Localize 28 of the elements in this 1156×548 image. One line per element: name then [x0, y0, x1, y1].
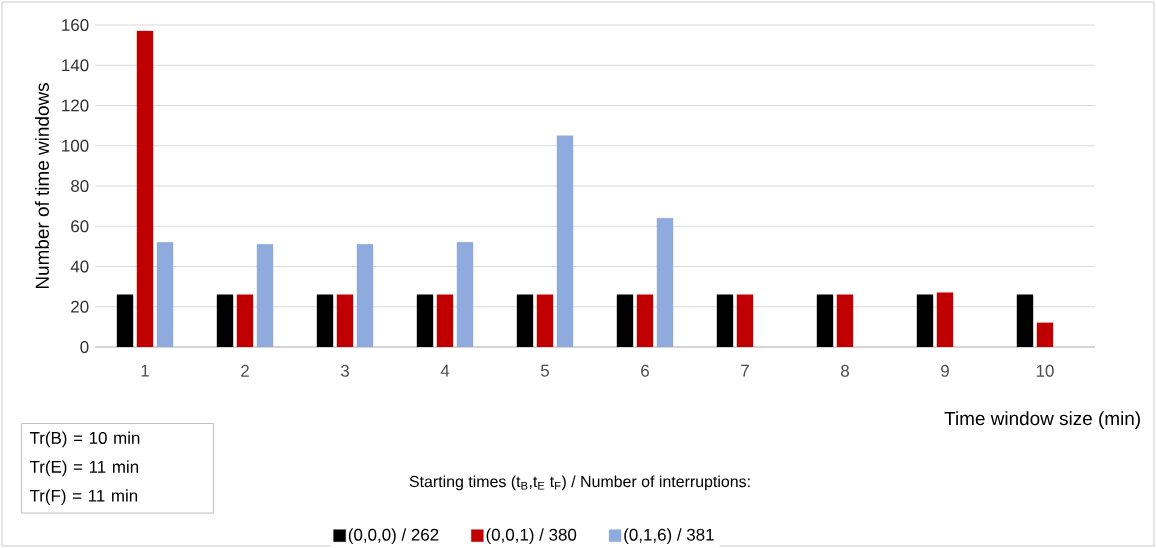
legend-label: (0,0,0) / 262: [348, 528, 439, 545]
y-tick-label: 0: [80, 340, 89, 353]
y-axis-title: Number of time windows: [35, 83, 49, 289]
y-tick-label: 120: [62, 99, 89, 112]
x-tick-label: 7: [741, 364, 749, 377]
text: Tr(F) = 11 min: [29, 489, 138, 506]
text: Tr(B) = 10 min: [29, 431, 140, 448]
y-tick-label: 140: [62, 59, 89, 72]
x-tick-label: 1: [141, 364, 149, 377]
x-axis-title: Time window size (min): [944, 411, 1140, 429]
x-tick-label: 6: [641, 364, 649, 377]
legend-label: (0,0,1) / 380: [486, 528, 577, 545]
x-tick-label: 2: [241, 364, 249, 377]
x-tick-label: 10: [1036, 364, 1054, 377]
x-tick-label: 9: [941, 364, 949, 377]
y-tick-label: 40: [70, 260, 89, 273]
x-tick-label: 5: [540, 364, 549, 377]
x-tick-label: 3: [340, 364, 349, 377]
y-tick-label: 60: [71, 220, 89, 233]
legend-label: (0,1,6) / 381: [624, 528, 714, 545]
y-tick-label: 80: [71, 179, 89, 192]
x-tick-label: 8: [841, 364, 849, 377]
text: Tr(E) = 11 min: [29, 460, 139, 477]
y-tick-label: 100: [62, 139, 89, 152]
y-tick-label: 160: [62, 18, 89, 31]
legend-title: Starting times (t$_{B}$,t$_{E}$ t$_{F}$) / Number of interruptions:: [409, 475, 750, 491]
y-tick-label: 20: [71, 300, 89, 313]
x-tick-label: 4: [440, 364, 450, 377]
